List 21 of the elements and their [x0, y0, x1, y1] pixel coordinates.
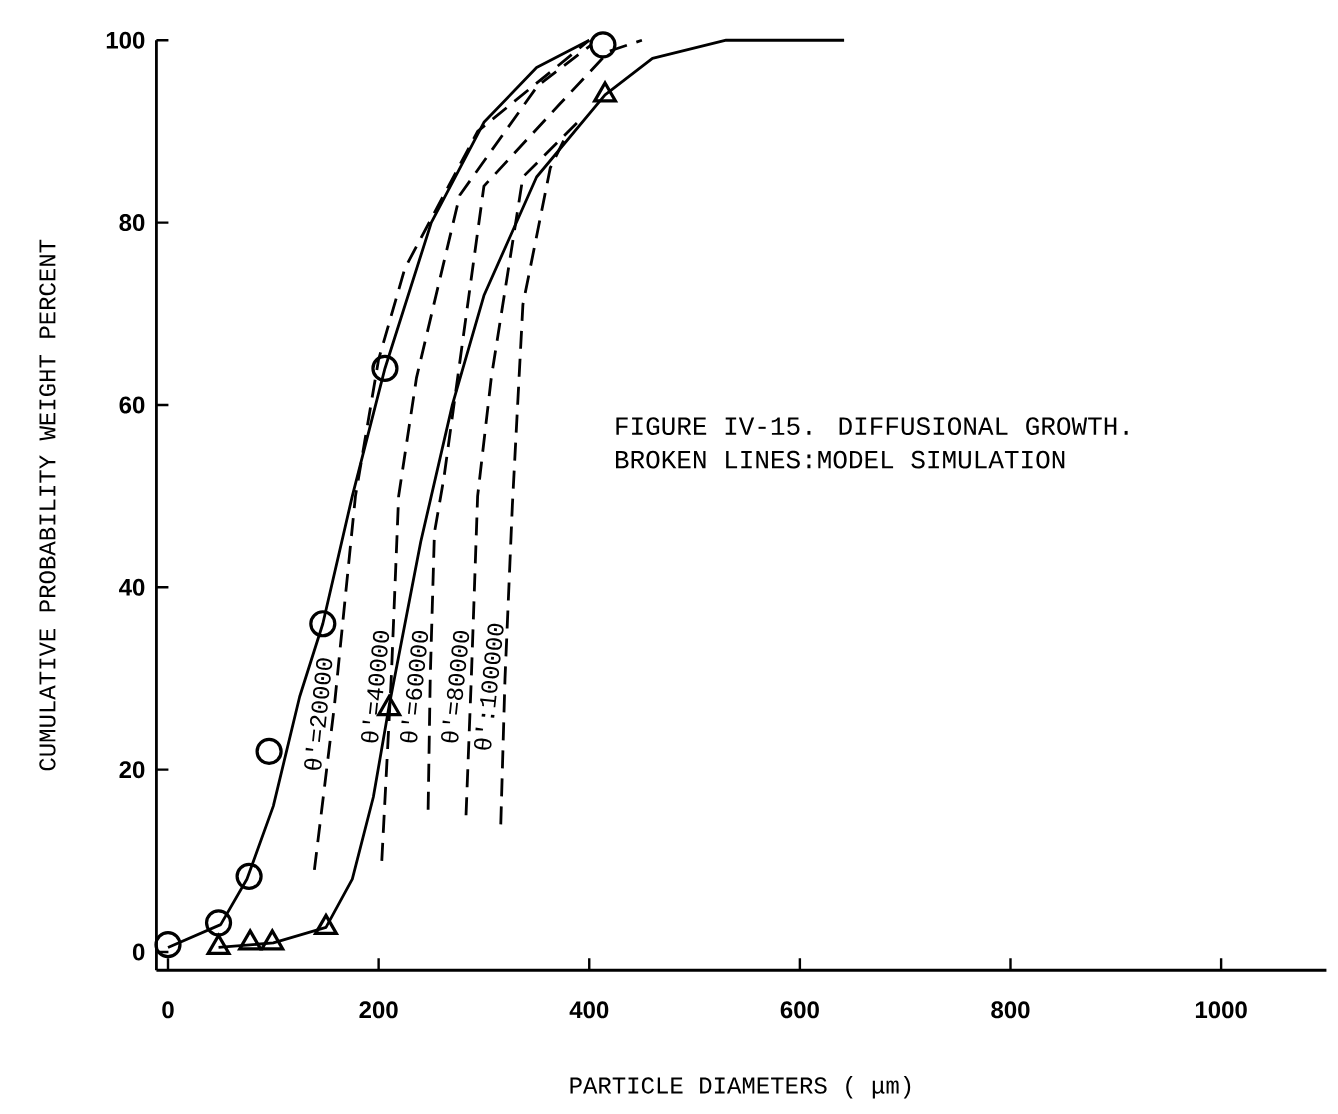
x-tick-label: 400 — [569, 1001, 609, 1019]
x-axis-title: PARTICLE DIAMETERS ( μm) — [570, 1076, 911, 1099]
y-axis-title: CUMULATIVE PROBABILITY WEIGHT PERCENT — [39, 239, 56, 771]
x-tick-label: 800 — [991, 1001, 1030, 1019]
text: θ'=20000 — [304, 658, 333, 770]
y-tick-label: 20 — [119, 761, 145, 779]
y-tick-label: 100 — [106, 31, 145, 49]
annotation: BROKEN LINES:MODEL SIMULATION — [616, 450, 1065, 469]
text: θ'=40000 — [361, 630, 390, 743]
text: θ'=60000 — [400, 630, 429, 743]
y-tick-label: 60 — [119, 396, 145, 414]
y-tick-label: 0 — [132, 943, 145, 961]
text: θ'=80000 — [441, 630, 470, 743]
x-tick-label: 0 — [162, 1001, 174, 1019]
y-tick-label: 40 — [119, 578, 145, 596]
x-tick-label: 600 — [780, 1001, 819, 1019]
annotation: FIGURE IV-15. DIFFUSIONAL GROWTH. — [616, 417, 1128, 435]
y-tick-label: 80 — [119, 214, 145, 232]
x-tick-label: 200 — [359, 1001, 398, 1019]
text: θ':100000 — [474, 623, 504, 750]
x-tick-label: 1000 — [1195, 1001, 1247, 1019]
